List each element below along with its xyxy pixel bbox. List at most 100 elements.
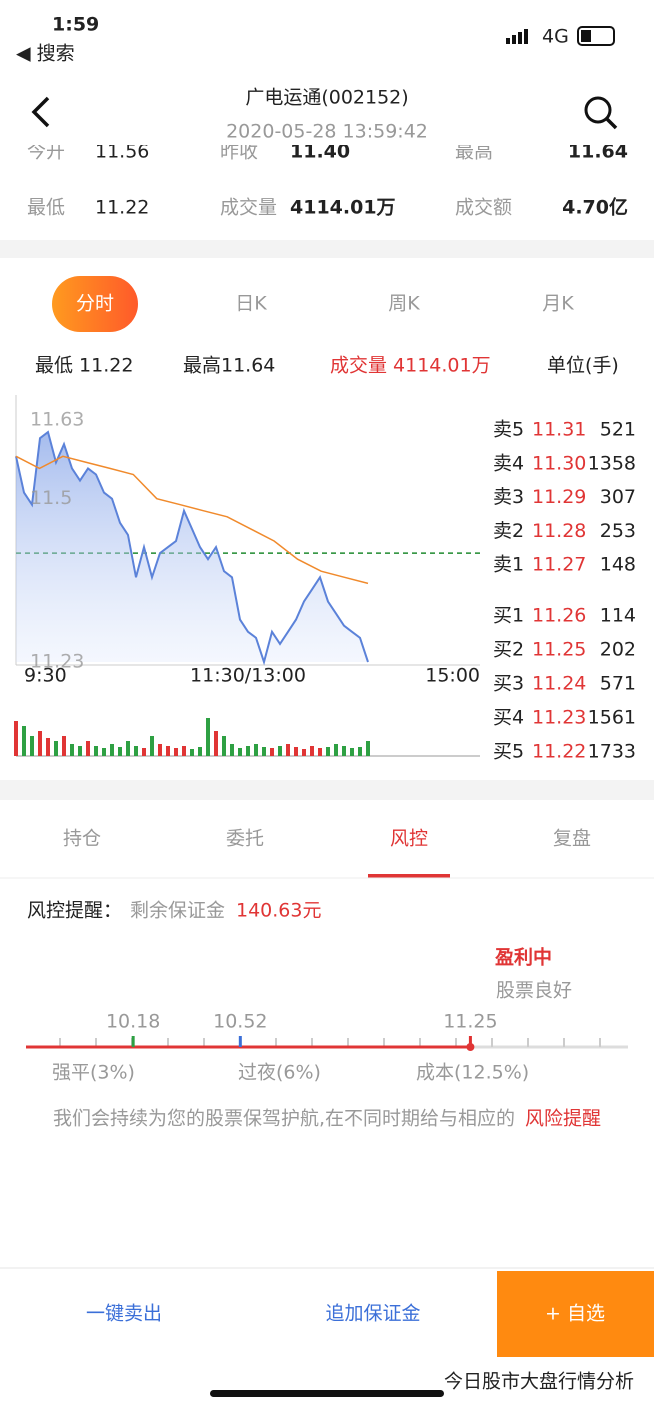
- signal: [506, 29, 528, 44]
- book-volume: 1561: [588, 707, 636, 729]
- scale-current-dot: [466, 1043, 475, 1051]
- volume-bar: [310, 746, 314, 756]
- volume-bar: [142, 748, 146, 756]
- volume-bar: [318, 748, 322, 756]
- volume-bar: [158, 744, 162, 756]
- volume-bar: [254, 744, 258, 756]
- volume-bar: [342, 746, 346, 756]
- volume-bar: [190, 749, 194, 756]
- period-tab[interactable]: 分时: [76, 293, 114, 315]
- quote-label: 昨收: [220, 141, 258, 163]
- intraday-chart: 11.63 11.5 11.239:30 11:30/13:00 15:00: [14, 395, 480, 757]
- volume-bar: [94, 746, 98, 756]
- bottom-tab[interactable]: 风控: [390, 828, 428, 850]
- book-price: 11.24: [532, 673, 586, 695]
- scale-marker: [468, 1036, 472, 1047]
- book-volume: 253: [600, 520, 636, 542]
- x-tick-label: 9:30: [24, 665, 67, 687]
- stats-row: 最低 11.22 最高11.64 成交量 4114.01万 单位(手): [35, 355, 619, 377]
- watch-button[interactable]: + 自选: [545, 1303, 605, 1325]
- bottom-tab[interactable]: 持仓: [63, 828, 101, 850]
- add-margin-button[interactable]: 追加保证金: [325, 1303, 420, 1325]
- scale-label: 成本(12.5%): [416, 1062, 529, 1084]
- book-level: 卖1: [493, 554, 524, 576]
- volume-bar: [270, 748, 274, 756]
- bottom-tabs: 持仓 委托 风控 复盘: [63, 828, 591, 878]
- book-volume: 1733: [588, 741, 636, 763]
- quote-value: 4.70亿: [562, 196, 628, 219]
- stock-title: 广电运通(002152): [245, 87, 408, 109]
- quote-value: 4114.01万: [290, 197, 396, 219]
- volume-bar: [78, 746, 82, 756]
- volume-bar: [182, 746, 186, 756]
- book-volume: 114: [600, 605, 636, 627]
- book-price: 11.23: [532, 707, 586, 729]
- margin-label: 剩余保证金: [130, 900, 225, 922]
- risk-scale: 10.18 强平(3%) 10.52 过夜(6%) 11.25 成本(12.5%): [26, 1011, 628, 1084]
- risk-status: 盈利中: [494, 946, 552, 969]
- scale-value: 11.25: [443, 1011, 497, 1033]
- back-button[interactable]: [31, 96, 50, 128]
- book-price: 11.22: [532, 741, 586, 763]
- quote-label: 成交量: [220, 197, 277, 219]
- book-volume: 1358: [588, 452, 636, 474]
- battery: [577, 26, 615, 46]
- book-level: 买5: [493, 741, 524, 763]
- sell-button[interactable]: 一键卖出: [86, 1303, 162, 1325]
- watch-button-bg[interactable]: [497, 1271, 654, 1357]
- period-tab[interactable]: 周K: [388, 293, 420, 315]
- bottom-tab[interactable]: 复盘: [553, 828, 591, 850]
- quote-value: 11.40: [290, 141, 350, 163]
- volume-bar: [366, 741, 370, 756]
- stat: 最高11.64: [183, 355, 275, 377]
- volume-bar: [238, 748, 242, 756]
- volume-bar: [126, 741, 130, 756]
- book-price: 11.31: [532, 419, 586, 441]
- period-tab[interactable]: 月K: [542, 293, 574, 315]
- volume-bar: [70, 744, 74, 756]
- tab-indicator: [368, 874, 450, 878]
- risk-link[interactable]: 风险提醒: [525, 1108, 601, 1130]
- volume-bar: [206, 718, 210, 756]
- book-level: 卖4: [493, 452, 524, 474]
- volume-bar: [246, 746, 250, 756]
- risk-label: 风控提醒：: [27, 900, 122, 922]
- margin-value: 140.63元: [236, 900, 321, 922]
- quote-value: 11.56: [95, 141, 149, 163]
- search-button[interactable]: [584, 96, 618, 130]
- quote-value: 11.22: [95, 197, 149, 219]
- volume-bar: [166, 746, 170, 756]
- volume-bar: [326, 747, 330, 756]
- price-area: [16, 432, 368, 662]
- book-price: 11.26: [532, 605, 586, 627]
- book-volume: 148: [600, 554, 636, 576]
- price-line: [15, 430, 369, 666]
- stat: 最低 11.22: [35, 355, 133, 377]
- book-level: 买2: [493, 639, 524, 661]
- volume-bar: [174, 748, 178, 756]
- volume-bar: [38, 731, 42, 756]
- volume-bar: [86, 741, 90, 756]
- book-level: 买1: [493, 605, 524, 627]
- quote-label: 成交额: [455, 197, 512, 219]
- volume-bar: [230, 744, 234, 756]
- volume-bar: [14, 721, 18, 756]
- book-level: 买3: [493, 673, 524, 695]
- period-tab[interactable]: 日K: [235, 293, 267, 315]
- volume-bar: [286, 744, 290, 756]
- separator: [0, 240, 654, 258]
- volume-bar: [262, 747, 266, 756]
- back-search[interactable]: ◀ 搜索: [16, 43, 75, 65]
- volume-bar: [134, 746, 138, 756]
- volume-bar: [102, 748, 106, 756]
- watermark: 今日股市大盘行情分析: [444, 1371, 634, 1393]
- volume-bar: [302, 749, 306, 756]
- avg-line: [15, 455, 369, 585]
- book-price: 11.25: [532, 639, 586, 661]
- volume-bar: [118, 747, 122, 756]
- stat: 单位(手): [547, 355, 619, 377]
- bottom-tab[interactable]: 委托: [226, 828, 264, 850]
- quote-label: 今开: [27, 141, 65, 163]
- book-price: 11.27: [532, 554, 586, 576]
